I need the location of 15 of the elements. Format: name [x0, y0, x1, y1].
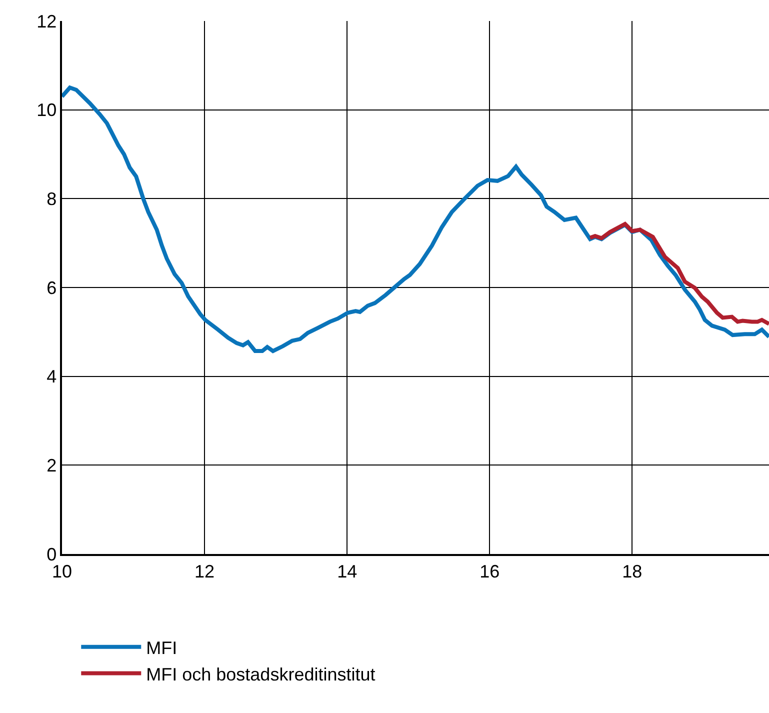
y-tick-label: 4 — [46, 366, 57, 387]
y-tick-label: 2 — [46, 455, 57, 476]
y-tick-label: 6 — [46, 278, 57, 298]
y-tick-label: 8 — [46, 188, 57, 209]
y-tick-label: 10 — [36, 100, 57, 120]
line-series — [62, 86, 769, 354]
x-tick-label: 18 — [622, 561, 642, 582]
line-series — [588, 222, 769, 326]
y-tick-label: 0 — [46, 544, 57, 564]
x-tick-label: 12 — [194, 561, 215, 582]
y-tick-label: 12 — [36, 11, 57, 32]
x-tick-label: 16 — [480, 561, 500, 582]
x-tick-label: 14 — [337, 561, 358, 582]
legend-label: MFI och bostadskreditinstitut — [146, 664, 376, 684]
legend-label: MFI — [146, 638, 178, 658]
